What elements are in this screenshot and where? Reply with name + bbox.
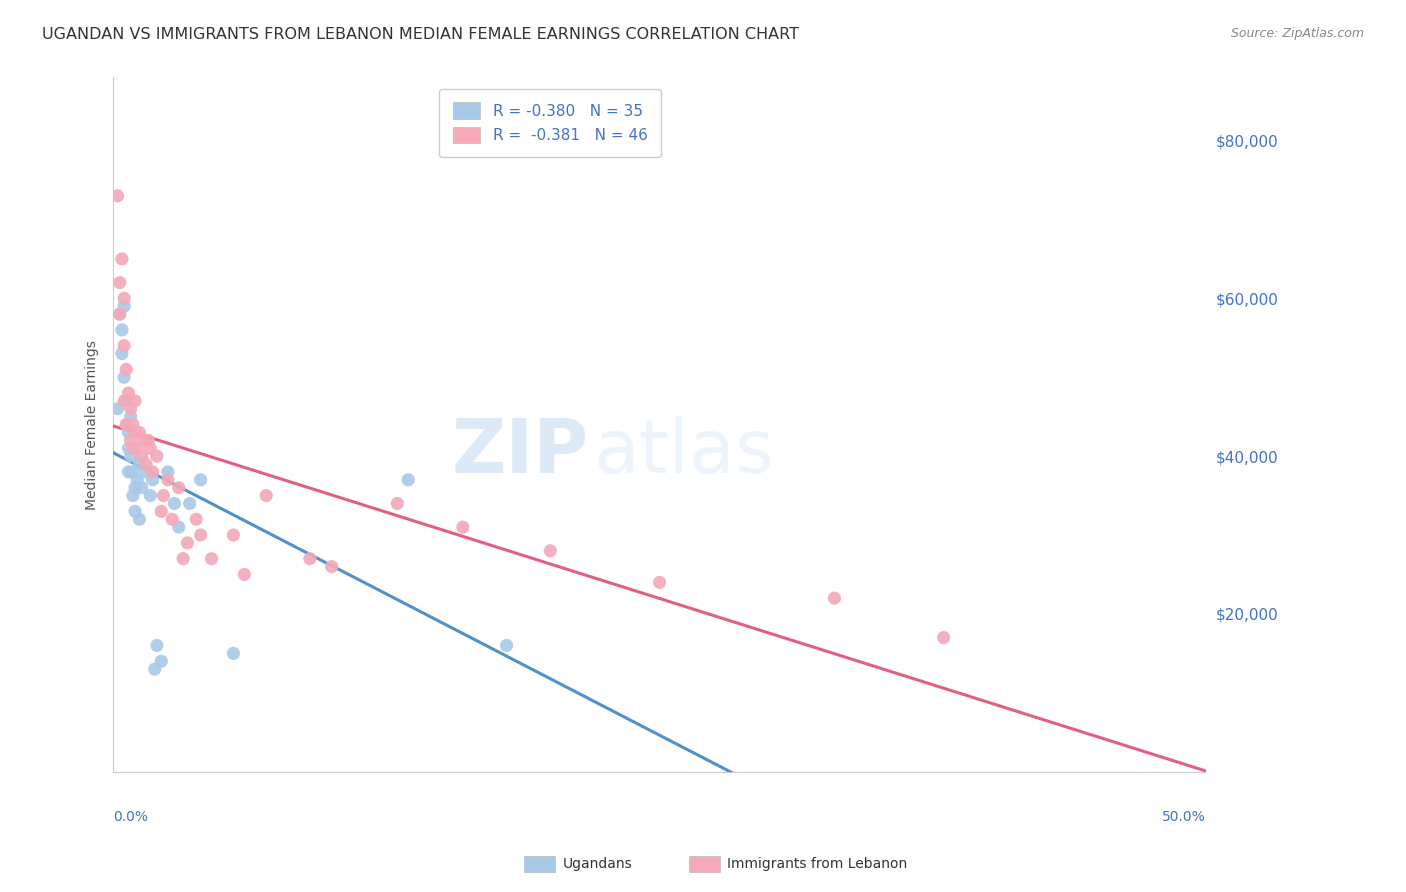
Point — [648, 575, 671, 590]
Point — [127, 473, 149, 487]
Point — [132, 434, 155, 448]
Point — [146, 639, 169, 653]
Point — [108, 276, 131, 290]
Point — [190, 473, 212, 487]
Point — [152, 489, 174, 503]
Point — [254, 489, 277, 503]
Legend: R = -0.380   N = 35, R =  -0.381   N = 46: R = -0.380 N = 35, R = -0.381 N = 46 — [439, 88, 661, 157]
Text: Ugandans: Ugandans — [562, 857, 633, 871]
Point — [112, 299, 135, 313]
Point — [121, 417, 143, 432]
Point — [141, 473, 163, 487]
Text: Immigrants from Lebanon: Immigrants from Lebanon — [727, 857, 907, 871]
Text: Source: ZipAtlas.com: Source: ZipAtlas.com — [1230, 27, 1364, 40]
Point — [190, 528, 212, 542]
Point — [107, 401, 129, 416]
Point — [121, 489, 143, 503]
Point — [160, 512, 183, 526]
Point — [298, 551, 321, 566]
Point — [115, 393, 138, 408]
Y-axis label: Median Female Earnings: Median Female Earnings — [86, 340, 100, 509]
Point — [135, 465, 157, 479]
Point — [120, 409, 142, 424]
Point — [117, 425, 139, 440]
Point — [112, 291, 135, 305]
Point — [222, 646, 245, 660]
Text: ZIP: ZIP — [451, 416, 589, 489]
Point — [163, 496, 186, 510]
Point — [143, 662, 166, 676]
Point — [136, 434, 159, 448]
Text: 50.0%: 50.0% — [1163, 810, 1206, 824]
Point — [128, 512, 150, 526]
Point — [186, 512, 208, 526]
Point — [124, 425, 146, 440]
Point — [222, 528, 245, 542]
Point — [167, 481, 190, 495]
Point — [128, 425, 150, 440]
Point — [112, 370, 135, 384]
Point — [156, 473, 179, 487]
Point — [932, 631, 955, 645]
Point — [139, 442, 162, 456]
Point — [495, 639, 517, 653]
Point — [387, 496, 409, 510]
Point — [112, 339, 135, 353]
Point — [120, 401, 142, 416]
Point — [135, 457, 157, 471]
Point — [141, 465, 163, 479]
Point — [200, 551, 222, 566]
Point — [121, 442, 143, 456]
Point — [538, 543, 561, 558]
Point — [115, 417, 138, 432]
Text: atlas: atlas — [593, 416, 775, 489]
Point — [108, 307, 131, 321]
Point — [150, 654, 173, 668]
Point — [108, 307, 131, 321]
Point — [124, 504, 146, 518]
Point — [115, 417, 138, 432]
Point — [167, 520, 190, 534]
Point — [120, 434, 142, 448]
Point — [139, 489, 162, 503]
Point — [117, 465, 139, 479]
Point — [128, 457, 150, 471]
Point — [120, 449, 142, 463]
Point — [107, 188, 129, 202]
Point — [127, 442, 149, 456]
Point — [111, 323, 134, 337]
Point — [111, 252, 134, 266]
Point — [823, 591, 845, 606]
Point — [131, 449, 153, 463]
Point — [121, 465, 143, 479]
Point — [396, 473, 419, 487]
Point — [131, 481, 153, 495]
Point — [451, 520, 474, 534]
Point — [179, 496, 201, 510]
Point — [321, 559, 343, 574]
Point — [124, 481, 146, 495]
Point — [111, 346, 134, 360]
Point — [156, 465, 179, 479]
Point — [146, 449, 169, 463]
Point — [172, 551, 194, 566]
Text: UGANDAN VS IMMIGRANTS FROM LEBANON MEDIAN FEMALE EARNINGS CORRELATION CHART: UGANDAN VS IMMIGRANTS FROM LEBANON MEDIA… — [42, 27, 799, 42]
Point — [233, 567, 256, 582]
Point — [117, 386, 139, 401]
Text: 0.0%: 0.0% — [114, 810, 148, 824]
Point — [124, 393, 146, 408]
Point — [112, 393, 135, 408]
Point — [150, 504, 173, 518]
Point — [115, 362, 138, 376]
Point — [117, 442, 139, 456]
Point — [176, 536, 198, 550]
